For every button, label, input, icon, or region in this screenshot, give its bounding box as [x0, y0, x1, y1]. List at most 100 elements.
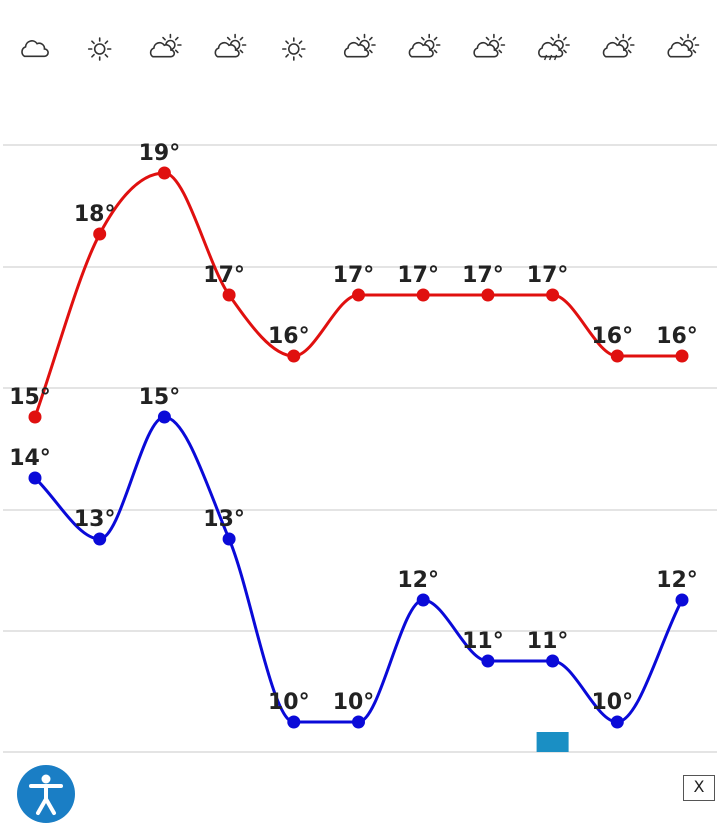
sun-ray — [485, 36, 490, 41]
sun-ray — [226, 36, 231, 41]
partly-cloudy-icon — [343, 33, 376, 58]
max-temperature-label: 19° — [139, 141, 181, 166]
cloud-shape — [21, 40, 49, 58]
sun-ray — [420, 36, 425, 41]
min-temperature-label: 10° — [591, 690, 633, 715]
min-temperature-label: 13° — [74, 507, 116, 532]
max-temperature-line — [33, 171, 682, 418]
partly-cloudy-icon — [473, 33, 506, 58]
sun-ray — [298, 53, 303, 58]
partly-cloudy-icon — [667, 33, 700, 58]
min-temperature-line — [33, 415, 684, 724]
partly-cloudy-icon — [149, 33, 182, 58]
min-temperature-label: 13° — [203, 507, 245, 532]
rain-icon — [538, 33, 570, 61]
weather-chart: 15° 18° 19° 17° 16° 17° 17° 17° 17° 16° 16° 14° 13° 1… — [3, 33, 717, 753]
cloud-shape — [667, 41, 693, 58]
sun-ray — [174, 49, 179, 54]
sun-ray — [285, 40, 289, 45]
sun-ray — [433, 49, 438, 54]
min-temperature-label: 11° — [462, 629, 504, 654]
sun-ray — [356, 36, 360, 41]
min-temperature-point — [546, 654, 560, 668]
sun-ray — [239, 49, 244, 54]
max-temperature-point — [287, 349, 301, 363]
max-temperature-label: 18° — [74, 202, 116, 227]
sun-ray — [298, 40, 303, 45]
max-temperature-point — [28, 410, 42, 424]
max-temperature-point — [352, 288, 365, 302]
sun-ray — [91, 53, 95, 58]
cloud-shape — [343, 41, 370, 58]
min-temperature-point — [610, 715, 624, 729]
cloud-shape — [214, 41, 240, 58]
max-temperature-point — [93, 227, 107, 241]
sun-ray — [627, 36, 632, 41]
precipitation-bar — [536, 732, 569, 752]
sun-ray — [692, 49, 697, 54]
accessibility-button[interactable] — [17, 765, 75, 823]
max-temperature-label: 17° — [333, 263, 375, 288]
sun-ray — [498, 36, 503, 41]
min-temperature-point — [287, 715, 301, 729]
min-temperature-label: 10° — [333, 690, 375, 715]
day-header — [21, 33, 700, 61]
min-temperature-label: 11° — [527, 629, 569, 654]
sun-disc — [93, 43, 106, 55]
rain-drop — [543, 54, 548, 61]
sun-ray — [550, 36, 555, 41]
cloud-shape — [473, 41, 499, 58]
cloud-shape — [408, 41, 434, 58]
sun-ray — [563, 36, 567, 41]
min-temperature-label: 12° — [397, 568, 439, 593]
min-temperature-point — [481, 654, 495, 668]
max-temperature-point — [481, 288, 495, 302]
max-temperature-label: 17° — [203, 263, 245, 288]
sun-ray — [369, 36, 373, 41]
min-temperature-point — [222, 532, 236, 546]
sun-ray — [91, 40, 95, 45]
min-temperature-point — [157, 410, 171, 424]
min-temperature-label: 15° — [139, 385, 181, 410]
max-temperature-label: 16° — [656, 324, 698, 349]
partly-cloudy-icon — [408, 33, 441, 58]
sun-ray — [679, 36, 684, 41]
cloud-shape — [149, 41, 175, 58]
sun-ray — [104, 53, 109, 58]
max-temperature-label: 17° — [527, 263, 569, 288]
cloud-icon — [21, 40, 49, 58]
sun-ray — [239, 36, 244, 41]
max-temperature-point — [416, 288, 430, 302]
max-temperature-label: 17° — [397, 263, 439, 288]
sun-ray — [563, 49, 567, 54]
max-temperature-point — [222, 288, 236, 302]
sun-ray — [285, 53, 289, 58]
sun-ray — [692, 36, 697, 41]
min-temperature-point — [416, 593, 430, 607]
sun-ray — [174, 36, 179, 41]
precipitation-layer — [536, 732, 569, 752]
rain-drop — [548, 54, 553, 61]
max-temperature-point — [157, 166, 171, 180]
partly-cloudy-icon — [602, 33, 635, 58]
cloud-shape — [538, 41, 564, 58]
sun-ray — [433, 36, 438, 41]
min-temperature-point — [28, 471, 42, 485]
temperature-lines: 15° 18° 19° 17° 16° 17° 17° 17° 17° 16° 16° 14° 13° 1… — [9, 141, 698, 729]
rain-drop — [553, 54, 558, 61]
min-temperature-point — [675, 593, 689, 607]
sun-ray — [498, 49, 503, 54]
chart-gridlines — [3, 144, 717, 753]
max-temperature-point — [675, 349, 689, 363]
sun-disc — [287, 43, 300, 55]
max-temperature-point — [610, 349, 624, 363]
partly-cloudy-icon — [214, 33, 247, 58]
min-temperature-label: 14° — [9, 446, 51, 471]
accessibility-icon — [29, 774, 63, 815]
cloud-shape — [602, 41, 628, 58]
sun-ray — [369, 49, 373, 54]
close-button[interactable]: X — [683, 775, 715, 801]
min-temperature-label: 12° — [656, 568, 698, 593]
max-temperature-label: 16° — [268, 324, 310, 349]
max-temperature-label: 15° — [9, 385, 51, 410]
